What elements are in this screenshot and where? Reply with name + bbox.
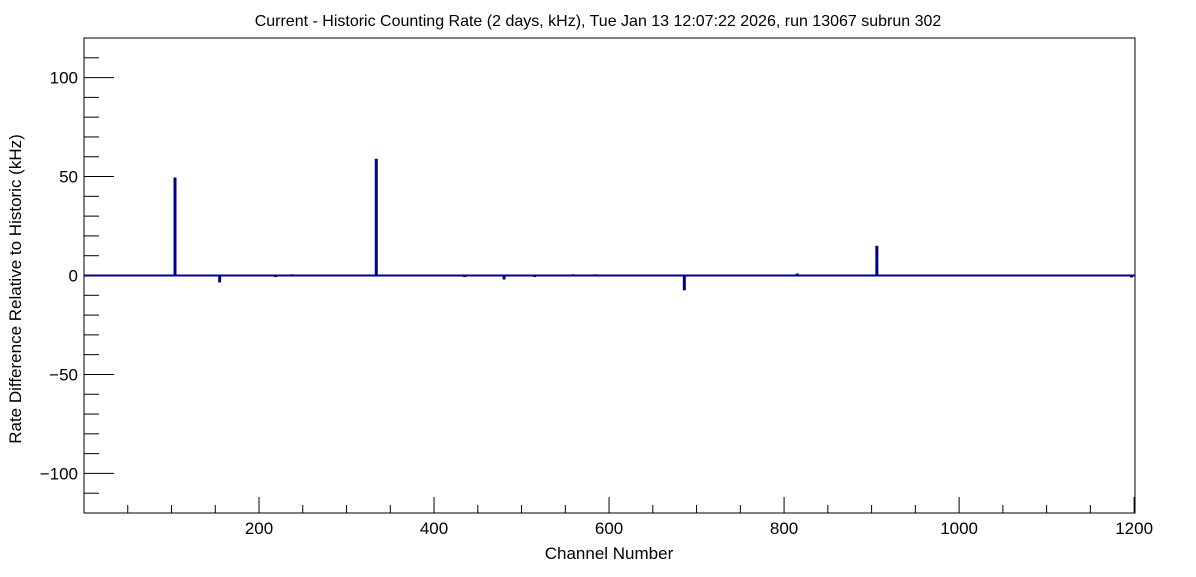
y-tick-label: 100 <box>50 69 78 88</box>
channel-bar <box>937 274 941 276</box>
y-tick-label: −50 <box>49 365 78 384</box>
channel-bar <box>134 274 138 276</box>
channel-bar <box>389 274 393 276</box>
data-bars <box>84 158 1135 291</box>
channel-bar <box>533 275 537 278</box>
channel-bar <box>463 275 467 278</box>
x-tick-label: 400 <box>420 519 448 538</box>
channel-bar <box>682 275 686 291</box>
x-tick-label: 800 <box>770 519 798 538</box>
channel-bar <box>795 273 799 276</box>
x-tick-label: 1000 <box>940 519 978 538</box>
y-axis-label: Rate Difference Relative to Historic (kH… <box>6 134 25 444</box>
x-tick-label: 600 <box>595 519 623 538</box>
channel-bar <box>374 158 378 276</box>
y-tick-label: −100 <box>40 464 78 483</box>
channel-bar <box>173 177 177 276</box>
channel-bar <box>593 274 597 276</box>
x-tick-label: 1200 <box>1115 519 1153 538</box>
channel-bar <box>218 275 222 283</box>
y-tick-label: 0 <box>69 267 78 286</box>
channel-bar <box>204 274 208 276</box>
x-tick-label: 200 <box>245 519 273 538</box>
channel-bar <box>502 275 506 280</box>
channel-bar <box>571 274 575 276</box>
y-tick-label: 50 <box>59 168 78 187</box>
x-axis-label: Channel Number <box>545 544 674 563</box>
channel-bar <box>875 245 879 276</box>
channel-bar <box>289 274 293 276</box>
channel-bar <box>1129 275 1133 278</box>
axes: −100 −50 0 50 100 200 400 600 800 1000 1200 <box>40 37 1153 538</box>
chart-title: Current - Historic Counting Rate (2 days… <box>255 13 942 30</box>
channel-bar <box>274 275 278 278</box>
